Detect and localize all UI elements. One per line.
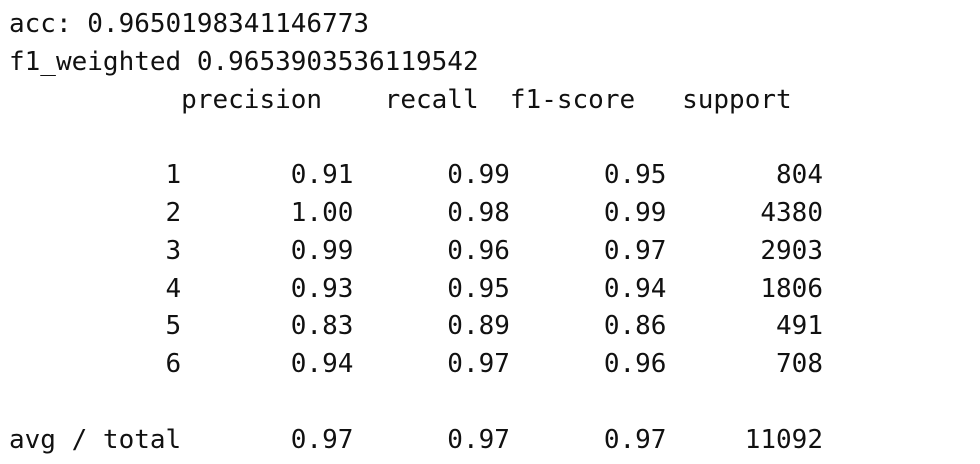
report-row-class-4: 4 0.93 0.95 0.94 1806	[9, 273, 823, 304]
report-row-class-1: 1 0.91 0.99 0.95 804	[9, 160, 823, 191]
blank-line	[9, 119, 980, 157]
blank-line	[9, 384, 980, 422]
report-row-class-2: 2 1.00 0.98 0.99 4380	[9, 197, 823, 228]
f1-weighted-line: f1_weighted 0.9653903536119542	[9, 46, 479, 77]
report-row-class-6: 6 0.94 0.97 0.96 708	[9, 349, 823, 380]
report-row-class-5: 5 0.83 0.89 0.86 491	[9, 311, 823, 342]
report-header-row: precision recall f1-score support	[9, 84, 792, 115]
accuracy-line: acc: 0.9650198341146773	[9, 9, 370, 39]
report-row-class-3: 3 0.99 0.96 0.97 2903	[9, 235, 823, 266]
report-total-row: avg / total 0.97 0.97 0.97 11092	[9, 424, 823, 455]
